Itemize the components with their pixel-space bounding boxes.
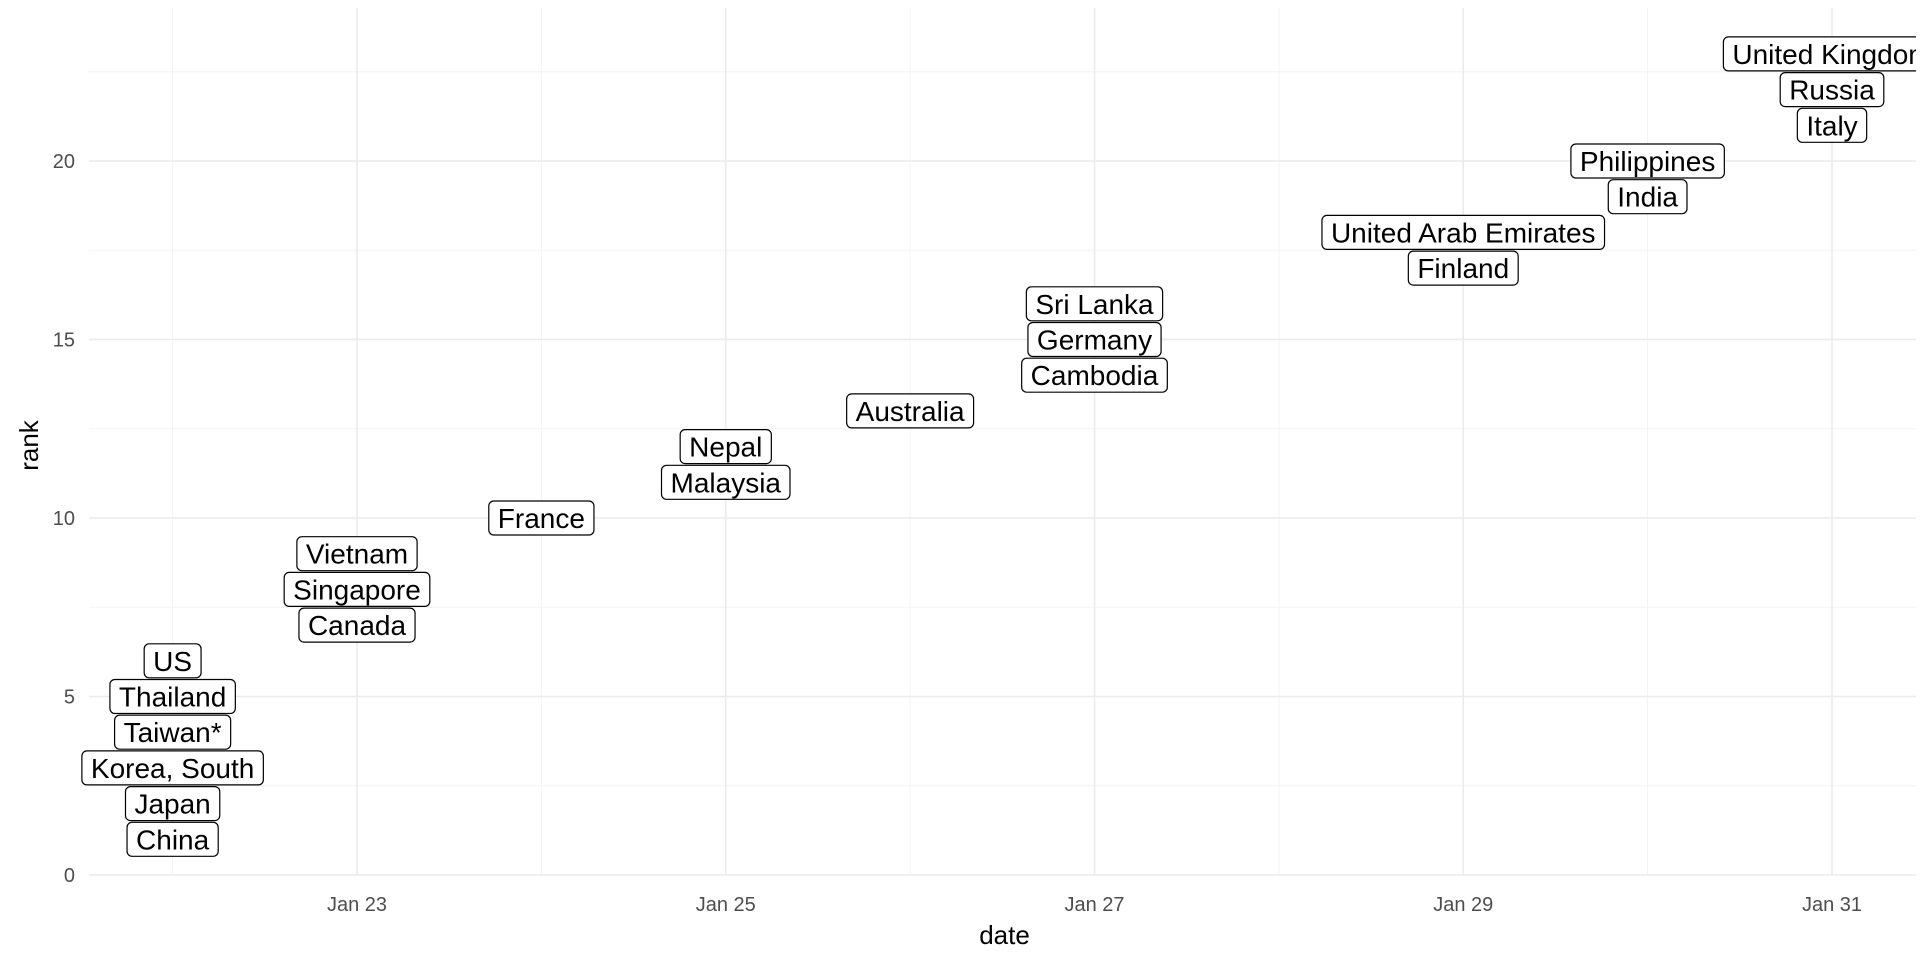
data-label-text: Philippines xyxy=(1580,146,1715,177)
x-tick-label: Jan 31 xyxy=(1802,894,1862,916)
x-tick-label: Jan 27 xyxy=(1064,894,1124,916)
data-label-text: Finland xyxy=(1417,253,1509,284)
data-label: Malaysia xyxy=(660,464,791,500)
data-label-box xyxy=(1796,107,1868,143)
data-label: Italy xyxy=(1796,107,1868,143)
data-label-text: Italy xyxy=(1806,110,1857,141)
data-label-text: Japan xyxy=(134,789,210,820)
data-label-box xyxy=(296,536,418,572)
data-label-box xyxy=(1025,286,1164,322)
data-label-text: Taiwan* xyxy=(124,717,222,748)
data-label-box xyxy=(1407,250,1519,286)
data-label: Singapore xyxy=(283,571,431,608)
x-tick-label: Jan 29 xyxy=(1433,894,1493,916)
y-tick-label: 20 xyxy=(53,151,75,173)
y-tick-label: 5 xyxy=(64,687,75,709)
data-label-box xyxy=(298,607,416,643)
data-label-box xyxy=(488,500,595,536)
data-label: Germany xyxy=(1027,321,1162,358)
data-label-text: Cambodia xyxy=(1031,360,1159,391)
data-label-box xyxy=(1722,36,1916,72)
data-label-text: Nepal xyxy=(689,432,762,463)
data-label-text: Korea, South xyxy=(91,753,254,784)
data-label-box xyxy=(143,643,202,679)
data-label-box xyxy=(109,678,236,715)
data-label-text: Vietnam xyxy=(306,539,408,570)
data-label-box xyxy=(1027,321,1162,358)
data-label-box xyxy=(124,785,221,822)
data-label: France xyxy=(488,500,595,536)
data-label-text: China xyxy=(136,824,210,855)
data-label-box xyxy=(679,429,772,465)
data-label-text: Thailand xyxy=(119,682,226,713)
data-label: India xyxy=(1607,179,1688,215)
data-label-text: Malaysia xyxy=(671,467,782,498)
data-label: Cambodia xyxy=(1021,357,1168,393)
data-label: Russia xyxy=(1779,71,1885,108)
data-label: Australia xyxy=(846,393,975,429)
major-gridlines xyxy=(89,8,1916,876)
data-label: Sri Lanka xyxy=(1025,286,1164,322)
data-label-text: United Arab Emirates xyxy=(1331,217,1596,248)
data-label-box xyxy=(660,464,791,500)
data-label-box xyxy=(846,393,975,429)
data-label: United Arab Emirates xyxy=(1321,214,1606,250)
data-label: United Kingdom xyxy=(1722,36,1920,72)
data-label: China xyxy=(126,821,219,857)
data-label-box xyxy=(1321,214,1606,250)
x-axis-title: date xyxy=(979,920,1030,950)
data-label: Philippines xyxy=(1570,143,1725,179)
minor-gridlines xyxy=(89,8,1916,875)
data-label-text: India xyxy=(1617,182,1678,213)
data-label: Japan xyxy=(124,785,221,822)
y-tick-label: 15 xyxy=(53,330,75,352)
data-label: Canada xyxy=(298,607,416,643)
data-label: Finland xyxy=(1407,250,1519,286)
data-label-text: France xyxy=(498,503,585,534)
data-label-text: Russia xyxy=(1789,75,1875,106)
x-tick-label: Jan 25 xyxy=(696,894,756,916)
y-tick-label: 10 xyxy=(53,508,75,530)
x-axis-tick-labels: Jan 23 Jan 25 Jan 27 Jan 29 Jan 31 xyxy=(327,894,1862,916)
y-axis-tick-labels: 0 5 10 15 20 xyxy=(53,151,75,887)
data-label-text: Canada xyxy=(308,610,407,641)
data-label: Taiwan* xyxy=(113,714,232,750)
x-tick-label: Jan 23 xyxy=(327,894,387,916)
data-label: Nepal xyxy=(679,429,772,465)
data-label-text: Sri Lanka xyxy=(1035,289,1154,320)
data-label-box xyxy=(1021,357,1168,393)
data-label-box xyxy=(1570,143,1725,179)
data-label: Vietnam xyxy=(296,536,418,572)
y-tick-label: 0 xyxy=(64,865,75,887)
y-axis-title: rank xyxy=(14,419,44,471)
data-label-text: United Kingdom xyxy=(1732,39,1920,70)
data-label: US xyxy=(143,643,202,679)
data-label-text: Germany xyxy=(1037,325,1152,356)
data-label-box xyxy=(1779,71,1885,108)
data-label-box xyxy=(113,714,232,750)
data-label: Korea, South xyxy=(81,750,264,786)
data-label: Thailand xyxy=(109,678,236,715)
data-label-text: Australia xyxy=(856,396,965,427)
data-label-box xyxy=(81,750,264,786)
data-label-box xyxy=(283,571,431,608)
data-labels: China Japan Korea, South Taiwan* Thailand US C… xyxy=(81,36,1920,857)
data-label-box xyxy=(126,821,219,857)
data-label-text: Singapore xyxy=(293,574,421,605)
data-label-text: US xyxy=(153,646,192,677)
data-label-box xyxy=(1607,179,1688,215)
